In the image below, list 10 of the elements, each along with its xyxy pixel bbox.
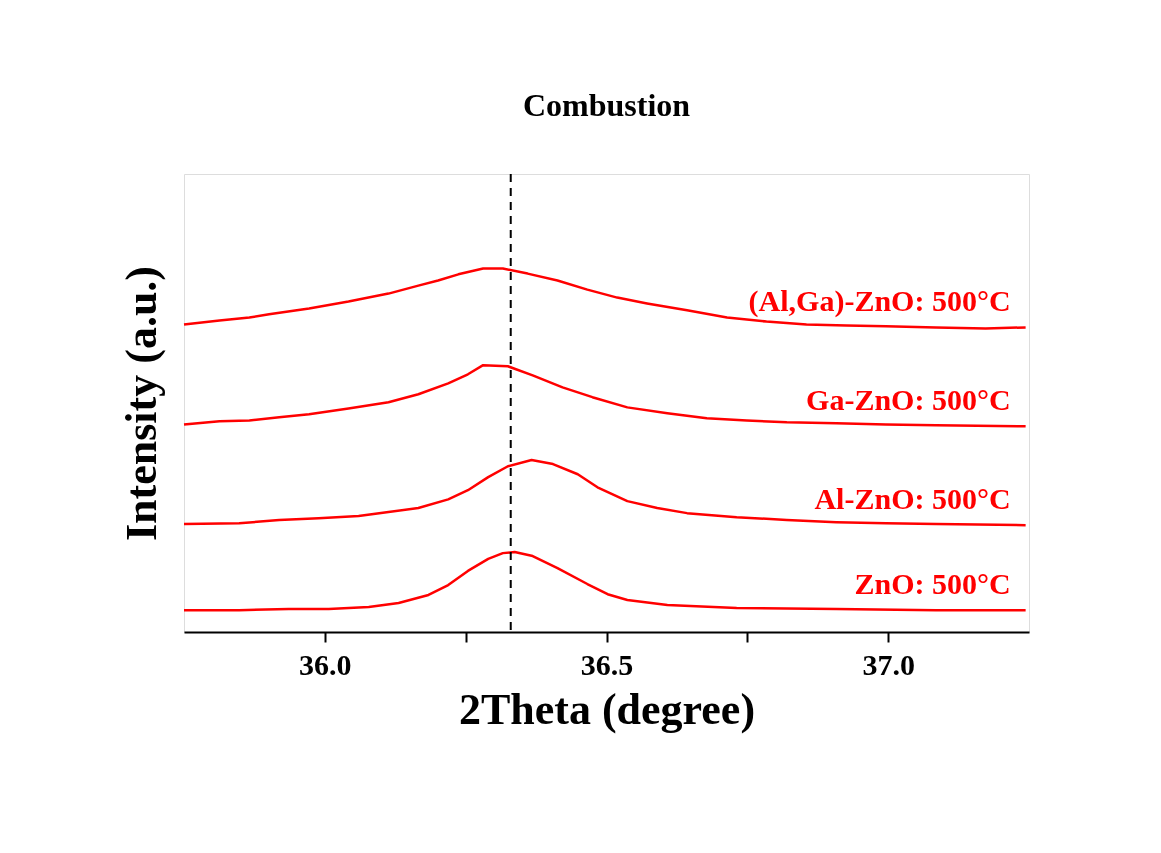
x-axis-title: 2Theta (degree) — [458, 684, 756, 734]
x-tick-label: 36.5 — [580, 647, 634, 681]
x-tick-label: 37.0 — [862, 647, 915, 681]
series-label: Al-ZnO: 500°C — [814, 482, 1011, 516]
series-label: ZnO: 500°C — [854, 567, 1011, 601]
x-tick-label: 36.0 — [299, 647, 352, 681]
series-label: Ga-ZnO: 500°C — [806, 383, 1011, 417]
series-label: (Al,Ga)-ZnO: 500°C — [748, 284, 1011, 319]
y-axis-title: Intensity (a.u.) — [116, 265, 166, 542]
chart-title: Combustion — [522, 87, 691, 123]
